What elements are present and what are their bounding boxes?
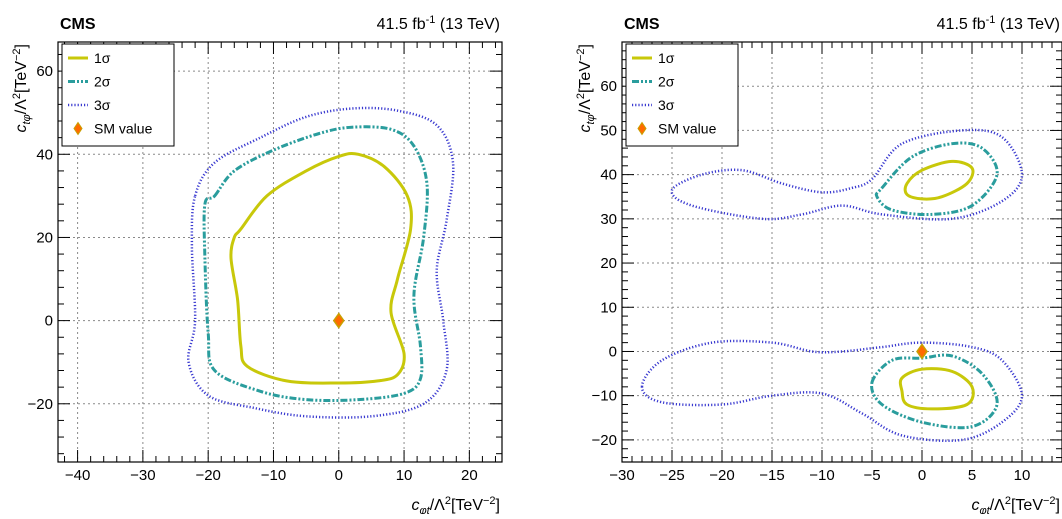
- grid: [621, 42, 1062, 462]
- y-tick-label: 20: [600, 255, 617, 272]
- ticks: [621, 41, 1062, 462]
- contours: [640, 128, 1024, 443]
- legend-label: 3σ: [94, 97, 111, 113]
- x-tick-label: 10: [396, 467, 413, 484]
- x-tick-label: 10: [1014, 467, 1031, 484]
- sm-point-marker: [332, 312, 345, 329]
- x-tick-label: −25: [659, 467, 684, 484]
- x-tick-label: −5: [863, 467, 880, 484]
- x-tick-label: −40: [65, 467, 90, 484]
- legend-swatch-sm: [73, 121, 83, 136]
- x-tick-label: −10: [261, 467, 286, 484]
- x-tick-label: 5: [968, 467, 976, 484]
- y-tick-label: 40: [600, 167, 617, 184]
- sm-point-marker: [916, 343, 928, 360]
- x-tick-label: 0: [918, 467, 926, 484]
- x-tick-label: 0: [335, 467, 343, 484]
- luminosity-label: 41.5 fb-1 (13 TeV): [377, 14, 500, 33]
- panel-1: −40 −30 −20 −10 0 10 20 −20 0 20 40 60 CMS 41.5 fb-1 …: [11, 14, 503, 517]
- x-axis-label: cφt/Λ2[TeV−2]: [411, 495, 500, 514]
- legend-label: SM value: [658, 121, 717, 137]
- luminosity-label: 41.5 fb-1 (13 TeV): [937, 14, 1060, 33]
- y-tick-label: 0: [609, 343, 617, 360]
- legend: 1σ 2σ 3σ SM value: [625, 43, 739, 147]
- grid: [58, 42, 502, 462]
- experiment-label: CMS: [60, 16, 96, 33]
- x-tick-label: −30: [609, 467, 634, 484]
- y-tick-label: −20: [592, 432, 617, 449]
- y-tick-label: 20: [36, 229, 53, 246]
- contour-1sigma: [903, 159, 975, 201]
- legend-swatch-sm: [637, 121, 647, 136]
- y-tick-label: 50: [600, 122, 617, 139]
- y-tick-label: −20: [28, 396, 53, 413]
- experiment-label: CMS: [624, 16, 660, 33]
- y-axis-label: ctφ/Λ2[TeV−2]: [11, 44, 33, 133]
- x-tick-label: −20: [195, 467, 220, 484]
- contour-3sigma: [186, 106, 455, 419]
- contour-3sigma: [640, 339, 1024, 443]
- y-tick-label: 30: [600, 211, 617, 228]
- contour-1sigma: [898, 367, 975, 411]
- panel-2: −30 −25 −20 −15 −10 −5 0 5 10 −20 −10 0 10 20 30 40 50 60…: [575, 14, 1062, 517]
- y-tick-label: 60: [36, 63, 53, 80]
- y-axis-label: ctφ/Λ2[TeV−2]: [575, 44, 597, 133]
- plot-frame: [57, 41, 503, 463]
- legend-label: 3σ: [658, 97, 675, 113]
- contour-2sigma: [202, 125, 429, 403]
- legend-label: 1σ: [94, 50, 111, 66]
- legend-label: SM value: [94, 121, 153, 137]
- contour-2sigma: [874, 141, 999, 217]
- legend-label: 2σ: [94, 74, 111, 90]
- x-tick-label: −10: [809, 467, 834, 484]
- y-tick-label: −10: [592, 388, 617, 405]
- x-axis-label: cφt/Λ2[TeV−2]: [971, 495, 1060, 514]
- x-tick-label: −15: [759, 467, 784, 484]
- x-tick-label: 20: [461, 467, 478, 484]
- contour-1sigma: [229, 151, 413, 385]
- legend: 1σ 2σ 3σ SM value: [61, 43, 175, 147]
- x-tick-label: −20: [709, 467, 734, 484]
- legend-label: 1σ: [658, 50, 675, 66]
- plot-frame: [621, 41, 1062, 463]
- y-tick-label: 40: [36, 146, 53, 163]
- contours: [186, 106, 455, 419]
- y-tick-label: 60: [600, 78, 617, 95]
- x-tick-label: −30: [130, 467, 155, 484]
- y-tick-label: 10: [600, 299, 617, 316]
- legend-label: 2σ: [658, 74, 675, 90]
- y-tick-label: 0: [45, 313, 53, 330]
